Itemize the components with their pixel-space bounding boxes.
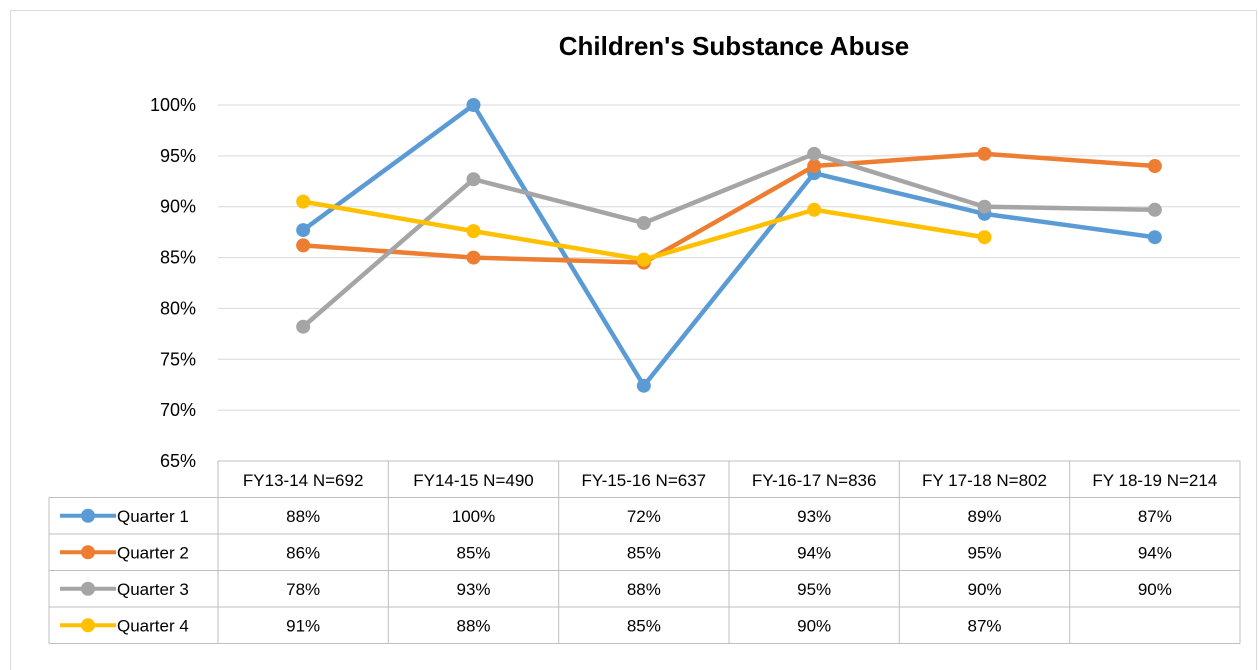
data-point — [1147, 202, 1162, 217]
category-label: FY 18-19 N=214 — [1092, 471, 1217, 490]
y-tick-label: 90% — [160, 197, 196, 217]
category-label: FY-15-16 N=637 — [582, 471, 707, 490]
y-tick-label: 95% — [160, 146, 196, 166]
data-point — [807, 202, 822, 217]
data-label: 90% — [967, 580, 1001, 599]
data-label: 93% — [797, 507, 831, 526]
data-label: 89% — [967, 507, 1001, 526]
series-lines — [296, 98, 1162, 393]
data-label: 87% — [1138, 507, 1172, 526]
data-label: 88% — [286, 507, 320, 526]
legend-series-name: Quarter 1 — [117, 507, 189, 526]
legend-series-name: Quarter 3 — [117, 580, 189, 599]
data-point — [466, 250, 481, 265]
data-point — [977, 199, 992, 214]
data-table: FY13-14 N=692 FY14-15 N=490 FY-15-16 N=637… — [48, 460, 1241, 644]
series-line — [300, 151, 1158, 265]
data-label: 93% — [456, 580, 490, 599]
data-point — [636, 378, 651, 393]
data-point — [1147, 159, 1162, 174]
data-label: 72% — [627, 507, 661, 526]
legend-key-marker — [81, 581, 95, 596]
y-tick-label: 80% — [160, 298, 196, 318]
legend-series-name: Quarter 2 — [117, 543, 189, 562]
data-label: 90% — [1138, 580, 1172, 599]
category-label: FY14-15 N=490 — [413, 471, 534, 490]
y-tick-label: 85% — [160, 248, 196, 268]
data-point — [636, 252, 651, 267]
data-label: 100% — [452, 507, 495, 526]
y-tick-label: 75% — [160, 349, 196, 369]
data-label: 88% — [627, 580, 661, 599]
y-axis-ticks: 65% 70% 75% 80% 85% 90% 95% 100% — [150, 95, 196, 471]
data-point — [296, 238, 311, 253]
data-label: 94% — [1138, 543, 1172, 562]
y-tick-label: 100% — [150, 95, 196, 115]
data-point — [977, 230, 992, 245]
data-point — [466, 172, 481, 187]
data-label: 94% — [797, 543, 831, 562]
data-label: 86% — [286, 543, 320, 562]
chart-frame — [10, 10, 1257, 670]
category-label: FY 17-18 N=802 — [922, 471, 1047, 490]
data-point — [296, 194, 311, 209]
data-point — [466, 98, 481, 112]
data-label: 85% — [627, 616, 661, 635]
data-point — [807, 146, 822, 161]
legend-series-name: Quarter 4 — [117, 616, 189, 635]
y-tick-label: 65% — [160, 451, 196, 471]
data-label: 88% — [456, 616, 490, 635]
data-point — [807, 159, 822, 174]
data-label: 85% — [627, 543, 661, 562]
series-line — [300, 102, 1158, 388]
y-tick-label: 70% — [160, 400, 196, 420]
data-label: 91% — [286, 616, 320, 635]
series-line — [300, 151, 1158, 329]
data-point — [466, 224, 481, 239]
data-label: 78% — [286, 580, 320, 599]
data-point — [977, 146, 992, 161]
data-label: 87% — [967, 616, 1001, 635]
data-point — [1147, 230, 1162, 245]
legend-key-marker — [81, 508, 95, 523]
data-point — [296, 223, 311, 238]
legend-key-marker — [81, 618, 95, 633]
data-point — [636, 215, 651, 230]
category-label: FY13-14 N=692 — [243, 471, 364, 490]
data-label: 85% — [456, 543, 490, 562]
data-point — [296, 319, 311, 334]
data-label: 90% — [797, 616, 831, 635]
data-label: 95% — [967, 543, 1001, 562]
category-label: FY-16-17 N=836 — [752, 471, 877, 490]
legend-key-marker — [81, 545, 95, 560]
data-label: 95% — [797, 580, 831, 599]
chart-title: Children's Substance Abuse — [559, 31, 910, 61]
